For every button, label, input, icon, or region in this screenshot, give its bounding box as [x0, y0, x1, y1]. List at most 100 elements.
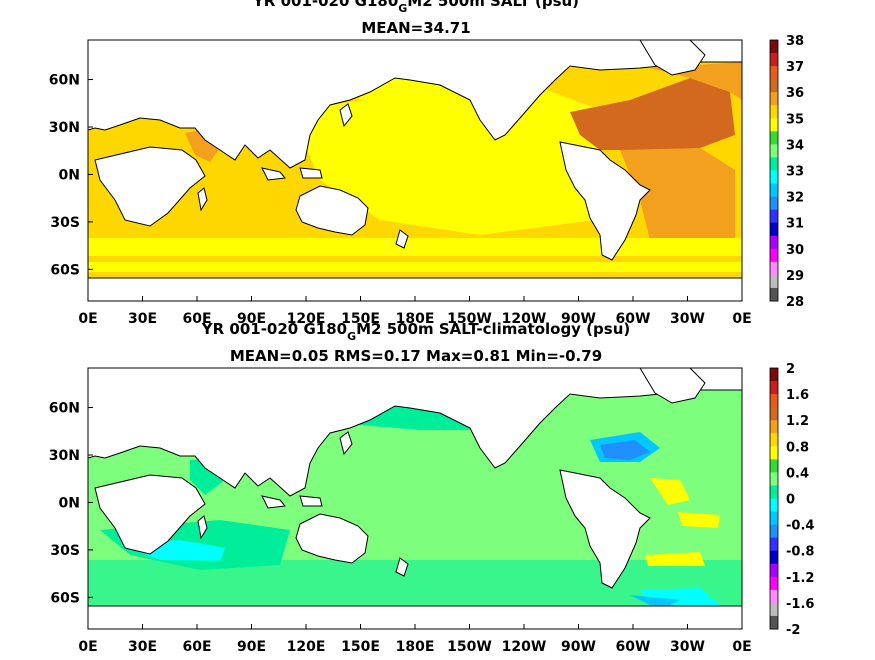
colorbar-segment [770, 209, 778, 224]
colorbar-segment [770, 602, 778, 617]
colorbar-label: -2 [786, 623, 800, 638]
x-tick-label: 30W [670, 639, 705, 655]
colorbar-segment [770, 524, 778, 539]
x-tick-label: 120W [502, 311, 547, 327]
colorbar-label: 38 [786, 34, 804, 49]
colorbar-segment [770, 589, 778, 604]
colorbar-segment [770, 381, 778, 395]
colorbar-segment [770, 170, 778, 185]
x-tick-label: 90W [561, 639, 596, 655]
colorbar-segment [770, 550, 778, 565]
bottom-subtitle: MEAN=0.05 RMS=0.17 Max=0.81 Min=-0.79 [230, 347, 602, 365]
colorbar-segment [770, 576, 778, 591]
y-tick-label: 60N [49, 401, 80, 417]
colorbar-label: 28 [786, 295, 804, 310]
colorbar-segment [770, 131, 778, 145]
x-tick-label: 60E [182, 639, 211, 655]
y-tick-label: 0N [59, 167, 80, 183]
x-tick-label: 30E [128, 639, 157, 655]
colorbar-label: -1.2 [786, 571, 814, 586]
top-title: YR 001-020 G180GM2 500m SALT (psu) [252, 0, 579, 15]
colorbar-label: 1.2 [786, 414, 809, 429]
colorbar-label: 37 [786, 60, 804, 75]
top-subtitle: MEAN=34.71 [361, 19, 470, 37]
y-tick-label: 0N [59, 495, 80, 511]
colorbar-label: -0.8 [786, 545, 814, 560]
colorbar-label: 30 [786, 243, 804, 258]
x-tick-label: 180E [396, 311, 435, 327]
colorbar-segment [770, 368, 778, 382]
top-y-axis: 60N 30N 0N 30S 60S [49, 73, 93, 278]
colorbar-segment [770, 563, 778, 578]
x-tick-label: 120E [287, 639, 326, 655]
top-map [88, 40, 742, 301]
x-tick-label: 90E [237, 311, 266, 327]
colorbar-segment [770, 105, 778, 119]
colorbar-label: 2 [786, 362, 795, 377]
colorbar-segment [770, 472, 778, 486]
x-tick-label: 150E [341, 311, 380, 327]
colorbar-label: -1.6 [786, 597, 814, 612]
x-tick-label: 0E [78, 311, 97, 327]
colorbar-segment [770, 157, 778, 171]
x-tick-label: 0E [732, 311, 751, 327]
colorbar-segment [770, 615, 778, 630]
x-tick-label: 150W [447, 639, 492, 655]
x-tick-label: 0E [78, 639, 97, 655]
colorbar-segment [770, 446, 778, 460]
bottom-x-axis: 0E 30E 60E 90E 120E 150E 180E 150W 120W 90W 60W 30W… [78, 624, 752, 655]
y-tick-label: 60S [50, 590, 80, 606]
y-tick-label: 60N [49, 73, 80, 89]
bottom-panel: YR 001-020 G180GM2 500m SALT-climatology… [49, 320, 815, 655]
bottom-title: YR 001-020 G180GM2 500m SALT-climatology… [201, 320, 631, 343]
colorbar-label: 1.6 [786, 388, 809, 403]
colorbar-segment [770, 459, 778, 473]
y-tick-label: 30N [49, 120, 80, 136]
x-tick-label: 90E [237, 639, 266, 655]
top-panel: YR 001-020 G180GM2 500m SALT (psu) MEAN=… [49, 0, 804, 327]
colorbar-segment [770, 92, 778, 106]
x-tick-label: 60W [616, 311, 651, 327]
y-tick-label: 30S [50, 543, 80, 559]
x-tick-label: 180E [396, 639, 435, 655]
colorbar-label: 31 [786, 217, 804, 232]
colorbar-segment [770, 274, 778, 289]
colorbar-segment [770, 222, 778, 237]
colorbar-segment [770, 118, 778, 132]
colorbar-segment [770, 498, 778, 513]
colorbar-label: -0.4 [786, 519, 814, 534]
colorbar-label: 36 [786, 86, 804, 101]
colorbar-frame [769, 39, 779, 302]
colorbar-label: 32 [786, 191, 804, 206]
colorbar-segment [770, 183, 778, 198]
top-colorbar: 38 37 36 35 34 33 32 31 30 29 28 [769, 34, 804, 310]
x-tick-label: 150W [447, 311, 492, 327]
colorbar-segment [770, 485, 778, 499]
y-tick-label: 30N [49, 448, 80, 464]
x-tick-label: 120W [502, 639, 547, 655]
colorbar-segment [770, 511, 778, 526]
y-tick-label: 60S [50, 262, 80, 278]
colorbar-segment [770, 196, 778, 211]
colorbar-segment [770, 248, 778, 263]
colorbar-label: 34 [786, 138, 804, 153]
top-x-axis: 0E 30E 60E 90E 120E 150E 180E 150W 120W 90W 60W 30W… [78, 296, 752, 327]
colorbar-segment [770, 40, 778, 54]
colorbar-segment [770, 394, 778, 408]
colorbar-segment [770, 420, 778, 434]
x-tick-label: 60W [616, 639, 651, 655]
colorbar-label: 33 [786, 165, 804, 180]
x-tick-label: 30W [670, 311, 705, 327]
bottom-colorbar: 2 1.6 1.2 0.8 0.4 0 -0.4 -0.8 -1.2 -1.6 -2 [769, 362, 814, 638]
x-tick-label: 60E [182, 311, 211, 327]
x-tick-label: 120E [287, 311, 326, 327]
colorbar-segment [770, 287, 778, 302]
y-tick-label: 30S [50, 215, 80, 231]
colorbar-label: 0 [786, 493, 795, 508]
colorbar-segment [770, 537, 778, 552]
colorbar-frame [769, 367, 779, 630]
colorbar-segment [770, 407, 778, 421]
x-tick-label: 90W [561, 311, 596, 327]
colorbar-label: 35 [786, 112, 804, 127]
